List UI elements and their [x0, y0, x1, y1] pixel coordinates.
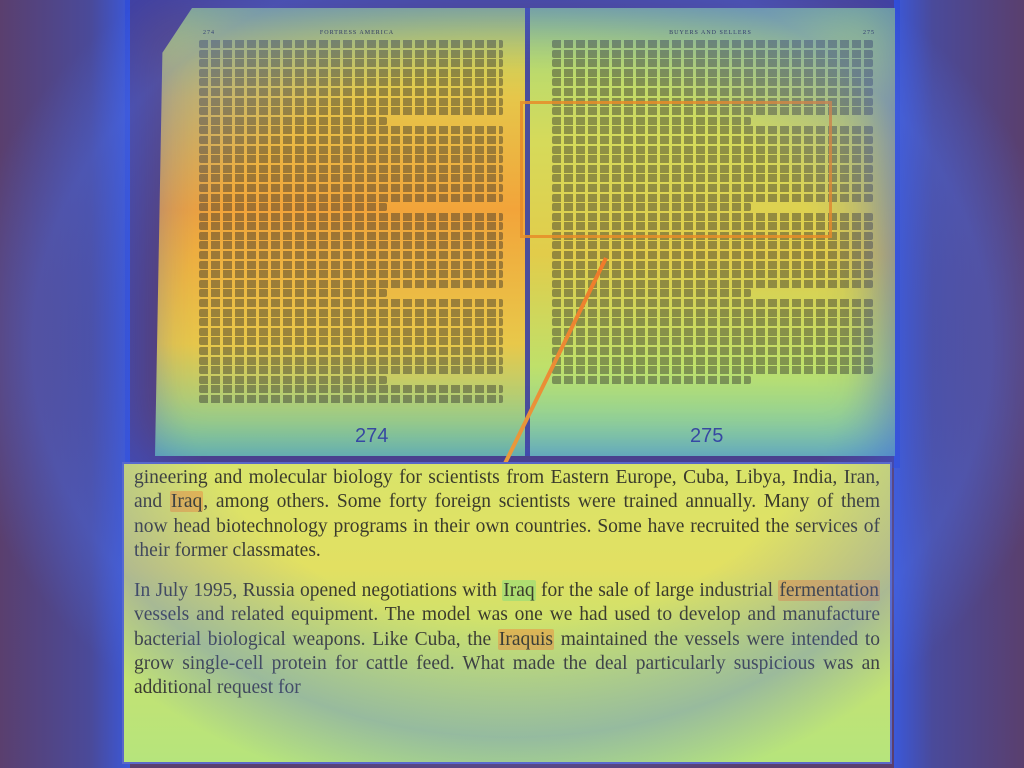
zoom-paragraph-1: gineering and molecular biology for scie…: [134, 467, 880, 561]
text-line: [199, 318, 503, 327]
text-line: [552, 193, 873, 202]
right-page-number: 275: [690, 425, 724, 447]
right-heat-band: [894, 0, 1024, 768]
text-line: [552, 375, 752, 384]
text-line: [199, 155, 503, 164]
text-line: [199, 174, 503, 183]
text-line: [552, 289, 752, 298]
text-line: [199, 279, 503, 288]
left-page: 274 FORTRESS AMERICA 274: [155, 8, 525, 456]
text-line: [552, 318, 873, 327]
text-line: [552, 174, 873, 183]
text-line: [552, 308, 873, 317]
text-line: [552, 145, 873, 154]
highlight-iraq: Iraq: [502, 580, 536, 602]
text-line: [552, 107, 873, 116]
zoom-paragraph-2: In July 1995, Russia opened negotiations…: [134, 580, 880, 699]
right-running-head-title: BUYERS AND SELLERS: [669, 30, 752, 36]
text-line: [199, 59, 503, 68]
text-line: [552, 212, 873, 221]
text-line: [199, 308, 503, 317]
left-running-head: 274 FORTRESS AMERICA: [155, 8, 525, 40]
text-line: [199, 49, 503, 58]
left-running-head-number: 274: [203, 30, 215, 36]
text-line: [199, 212, 503, 221]
text-line: [552, 164, 873, 173]
text-line: [199, 366, 503, 375]
text-line: [199, 270, 503, 279]
text-line: [552, 155, 873, 164]
left-running-head-title: FORTRESS AMERICA: [319, 30, 395, 36]
text-line: [199, 126, 503, 135]
text-line: [199, 375, 388, 384]
text-line: [199, 260, 503, 269]
text-line: [552, 59, 873, 68]
text-line: [552, 241, 873, 250]
text-line: [552, 183, 873, 192]
text-line: [552, 68, 873, 77]
text-line: [552, 270, 873, 279]
text-line: [199, 337, 503, 346]
text-line: [199, 299, 503, 308]
text-line: [552, 260, 873, 269]
text-line: [199, 327, 503, 336]
text-line: [552, 279, 873, 288]
text-line: [552, 116, 752, 125]
text-line: [199, 183, 503, 192]
text-line: [199, 40, 503, 48]
text-line: [552, 299, 873, 308]
text-line: [199, 107, 503, 116]
text-line: [552, 222, 873, 231]
text-line: [199, 135, 503, 144]
text-line: [552, 78, 873, 87]
text-line: [199, 251, 503, 260]
text-line: [199, 116, 388, 125]
left-page-number: 274: [355, 425, 389, 447]
text-line: [199, 347, 503, 355]
right-running-head: BUYERS AND SELLERS 275: [530, 8, 895, 40]
text-line: [199, 289, 388, 298]
text-line: [199, 231, 503, 240]
left-heat-band: [0, 0, 130, 768]
text-line: [552, 251, 873, 260]
zoomed-excerpt: gineering and molecular biology for scie…: [122, 462, 892, 764]
open-book: 274 FORTRESS AMERICA 274 BUYERS AND SELL…: [125, 0, 900, 462]
text-line: [199, 87, 503, 96]
text-line: [199, 145, 503, 154]
text-line: [552, 366, 873, 375]
text-line: [552, 126, 873, 135]
text-line: [552, 203, 752, 212]
text-line: [199, 78, 503, 87]
text-line: [199, 356, 503, 365]
highlight-fermentation: fermentation: [778, 580, 880, 602]
text-line: [199, 222, 503, 231]
text-line: [552, 327, 873, 336]
text-line: [552, 49, 873, 58]
text-line: [199, 394, 503, 403]
text-line: [199, 193, 503, 202]
text-line: [199, 203, 388, 212]
text-line: [199, 385, 503, 394]
text-line: [199, 241, 503, 250]
text-line: [199, 97, 503, 106]
text-line: [552, 347, 873, 355]
book-gutter: [525, 8, 530, 456]
highlight-iraq: Iraq: [169, 491, 204, 513]
zoom-source-box: [520, 101, 832, 238]
highlight-iraquis: Iraquis: [497, 628, 555, 650]
text-line: [552, 135, 873, 144]
text-line: [552, 40, 873, 48]
right-running-head-number: 275: [863, 30, 875, 36]
left-page-text: [155, 40, 525, 403]
text-line: [199, 164, 503, 173]
text-line: [552, 87, 873, 96]
text-line: [199, 68, 503, 77]
text-line: [552, 337, 873, 346]
text-line: [552, 356, 873, 365]
